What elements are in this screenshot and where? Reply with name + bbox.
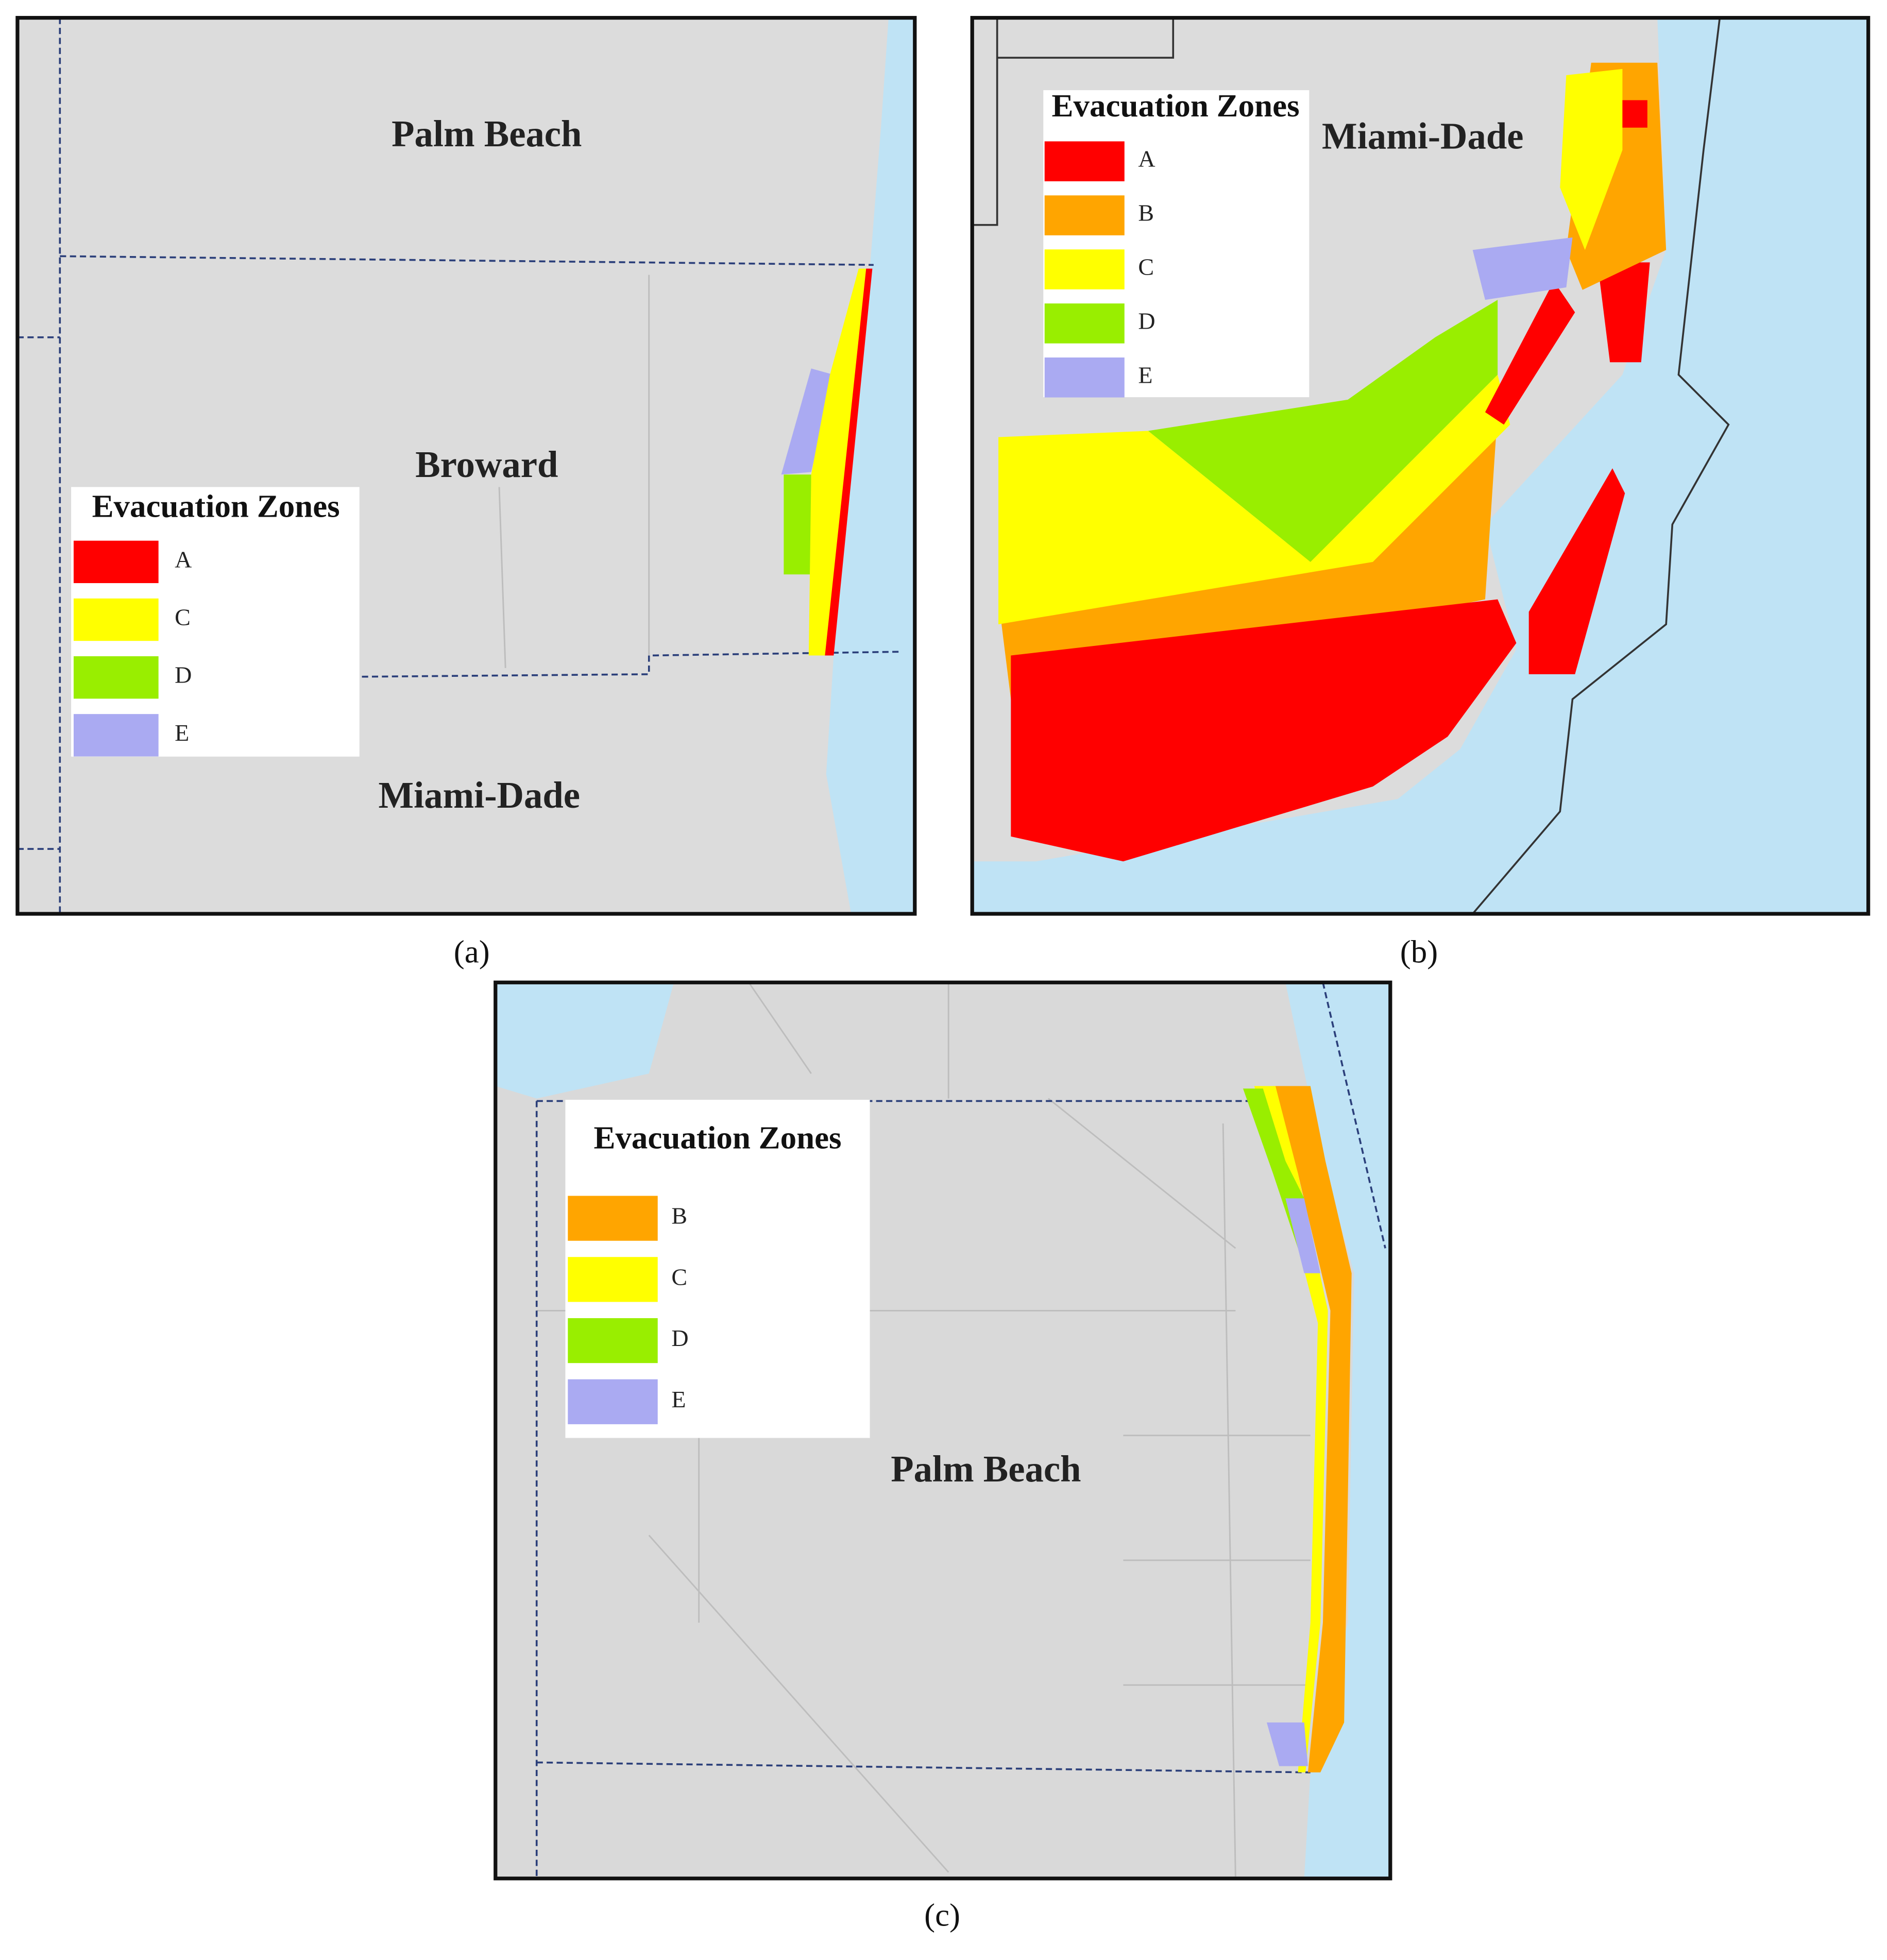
legend-label: C — [1138, 254, 1154, 280]
place-label: Palm Beach — [891, 1448, 1081, 1490]
legend-swatch — [568, 1196, 658, 1241]
legend-title: Evacuation Zones — [92, 488, 340, 524]
legend-swatch — [73, 540, 159, 584]
legend-swatch — [1044, 141, 1125, 181]
legend-label: B — [1138, 200, 1154, 226]
legend-swatch — [1044, 195, 1125, 235]
place-label: Miami-Dade — [1322, 115, 1523, 157]
legend-swatch — [73, 656, 159, 699]
legend-label: B — [671, 1203, 687, 1229]
legend-label: A — [175, 546, 192, 572]
legend-swatch — [568, 1379, 658, 1424]
legend-swatch — [568, 1318, 658, 1364]
caption: (a) — [454, 933, 490, 969]
legend-swatch — [1044, 249, 1125, 289]
legend-label: D — [175, 662, 192, 688]
legend-label: C — [671, 1264, 687, 1290]
legend-box — [1043, 90, 1310, 398]
legend-label: D — [671, 1325, 688, 1351]
legend-label: E — [671, 1386, 686, 1412]
annotations: Palm Beach Broward Miami-Dade Evacuation Zo… — [71, 88, 1524, 1933]
place-label: Palm Beach — [392, 113, 582, 155]
legend-swatch — [1044, 303, 1125, 344]
legend-title: Evacuation Zones — [593, 1119, 841, 1155]
legend-swatch — [568, 1257, 658, 1302]
legend-label: C — [175, 604, 191, 630]
place-label: Miami-Dade — [379, 774, 580, 816]
caption: (c) — [924, 1897, 960, 1933]
place-label: Broward — [415, 444, 558, 485]
map-panel-a — [15, 15, 917, 916]
legend-label: A — [1138, 146, 1155, 172]
legend-swatch — [1044, 357, 1125, 398]
legend-swatch — [73, 714, 159, 757]
legend-swatch — [73, 598, 159, 641]
legend-label: E — [175, 720, 189, 746]
caption: (b) — [1400, 933, 1438, 969]
legend-title: Evacuation Zones — [1052, 88, 1300, 124]
legend-label: D — [1138, 308, 1155, 334]
legend-label: E — [1138, 362, 1152, 388]
